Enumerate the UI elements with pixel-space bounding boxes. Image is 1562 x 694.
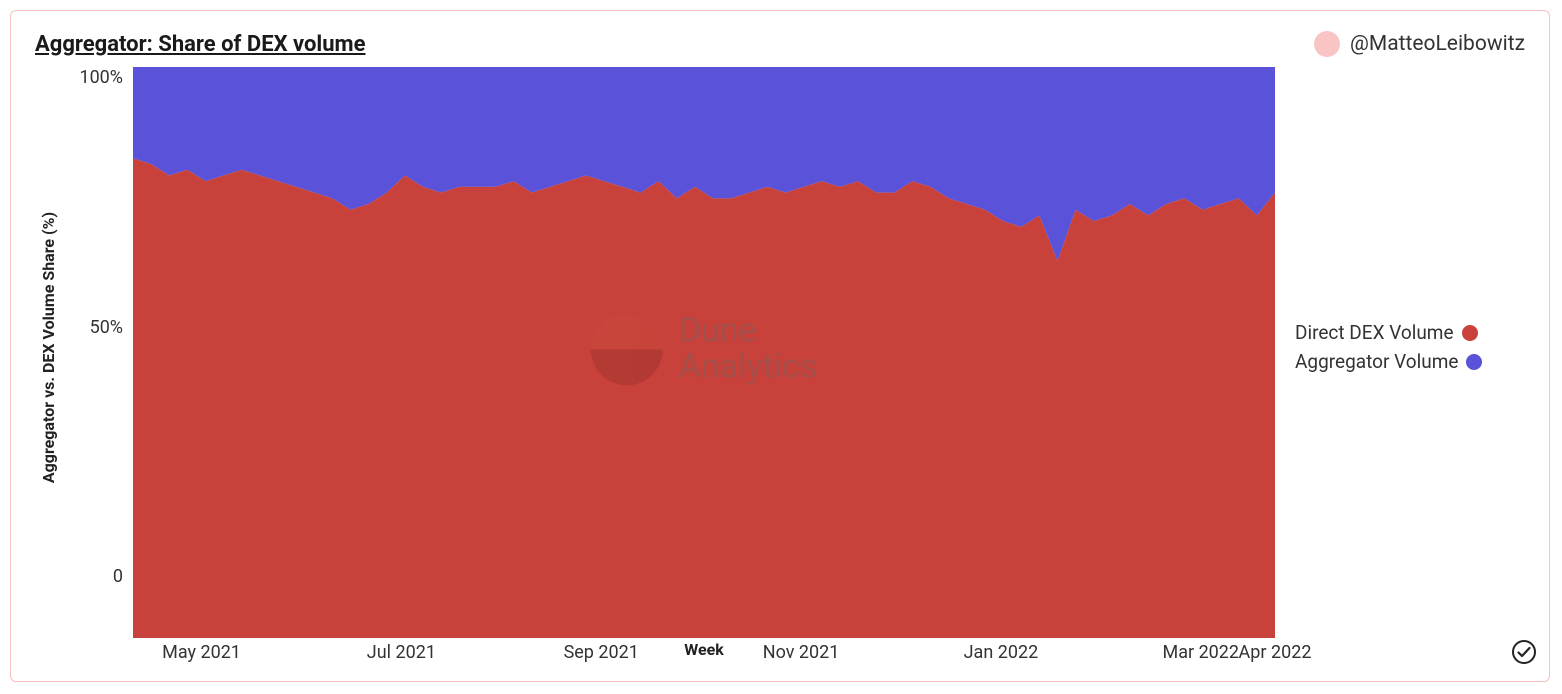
legend-label: Direct DEX Volume (1295, 321, 1454, 344)
chart-card: Aggregator: Share of DEX volume @MatteoL… (10, 10, 1550, 682)
y-tick: 100% (79, 67, 123, 88)
x-tick: Nov 2021 (763, 642, 840, 663)
x-tick: Jul 2021 (367, 642, 436, 663)
chart-title[interactable]: Aggregator: Share of DEX volume (35, 32, 365, 57)
plot-area: Dune Analytics (133, 67, 1275, 638)
legend-item-aggregator[interactable]: Aggregator Volume (1295, 350, 1525, 373)
y-axis-ticks: 100% 50% 0 (63, 67, 133, 627)
x-axis-label: Week (133, 640, 1275, 659)
x-tick: May 2021 (162, 642, 241, 663)
author-link[interactable]: @MatteoLeibowitz (1314, 31, 1525, 57)
x-tick: Apr 2022 (1239, 642, 1312, 663)
author-avatar-icon (1314, 31, 1340, 57)
verified-icon (1511, 639, 1537, 669)
legend: Direct DEX Volume Aggregator Volume (1275, 67, 1525, 627)
header: Aggregator: Share of DEX volume @MatteoL… (35, 31, 1525, 57)
x-tick: Mar 2022 (1162, 642, 1239, 663)
y-axis-label: Aggregator vs. DEX Volume Share (%) (40, 211, 59, 482)
x-tick: Sep 2021 (564, 642, 639, 663)
legend-item-direct[interactable]: Direct DEX Volume (1295, 321, 1525, 344)
area-direct (133, 158, 1275, 638)
author-handle: @MatteoLeibowitz (1350, 32, 1525, 56)
y-tick: 50% (90, 317, 123, 338)
y-axis-label-col: Aggregator vs. DEX Volume Share (%) (35, 67, 63, 627)
area-chart-svg (133, 67, 1275, 638)
legend-swatch-icon (1466, 354, 1482, 370)
y-tick: 0 (113, 566, 123, 587)
x-tick: Jan 2022 (964, 642, 1039, 663)
plot-column: Dune Analytics May 2021Jul 2021Sep 2021N… (133, 67, 1275, 627)
legend-swatch-icon (1462, 325, 1478, 341)
chart-body: Aggregator vs. DEX Volume Share (%) 100%… (35, 67, 1525, 627)
legend-label: Aggregator Volume (1295, 350, 1458, 373)
